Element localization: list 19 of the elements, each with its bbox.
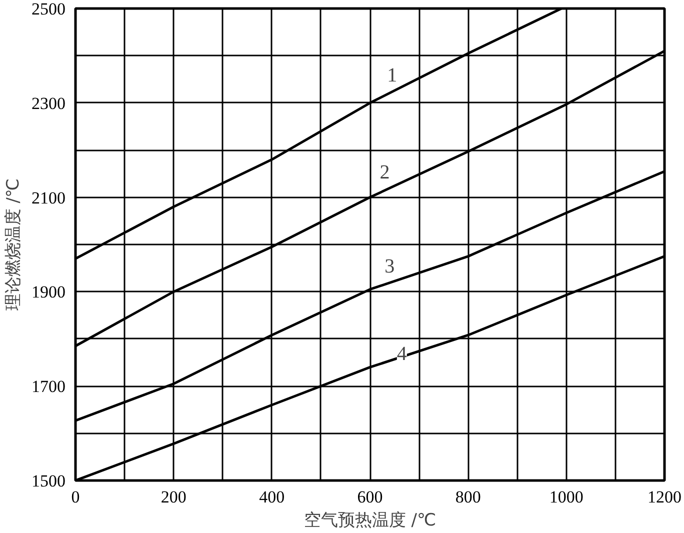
x-tick-label: 0 xyxy=(71,488,80,506)
y-tick-label: 1500 xyxy=(32,472,66,490)
y-tick-label: 2100 xyxy=(32,188,66,208)
annotation: 3 xyxy=(384,256,395,278)
x-tick-label: 1200 xyxy=(648,488,682,506)
x-tick-label: 1000 xyxy=(549,488,584,506)
annotation: 2 xyxy=(380,161,390,184)
annotation: 4 xyxy=(396,343,407,366)
x-tick-label: 400 xyxy=(259,488,285,506)
x-tick-label: 600 xyxy=(357,488,383,506)
x-tick-label: 800 xyxy=(455,488,481,506)
x-tick-label: 200 xyxy=(160,488,186,506)
x-axis-title: 空气预热温度 /℃ xyxy=(304,510,436,530)
y-tick-label: 2300 xyxy=(32,94,66,113)
y-tick-label: 1900 xyxy=(32,282,66,302)
annotation: 1 xyxy=(387,64,398,87)
y-tick-label: 2500 xyxy=(32,0,66,18)
y-axis-title: 理论燃烧温度 /℃ xyxy=(4,178,24,311)
y-tick-label: 1700 xyxy=(32,377,66,396)
